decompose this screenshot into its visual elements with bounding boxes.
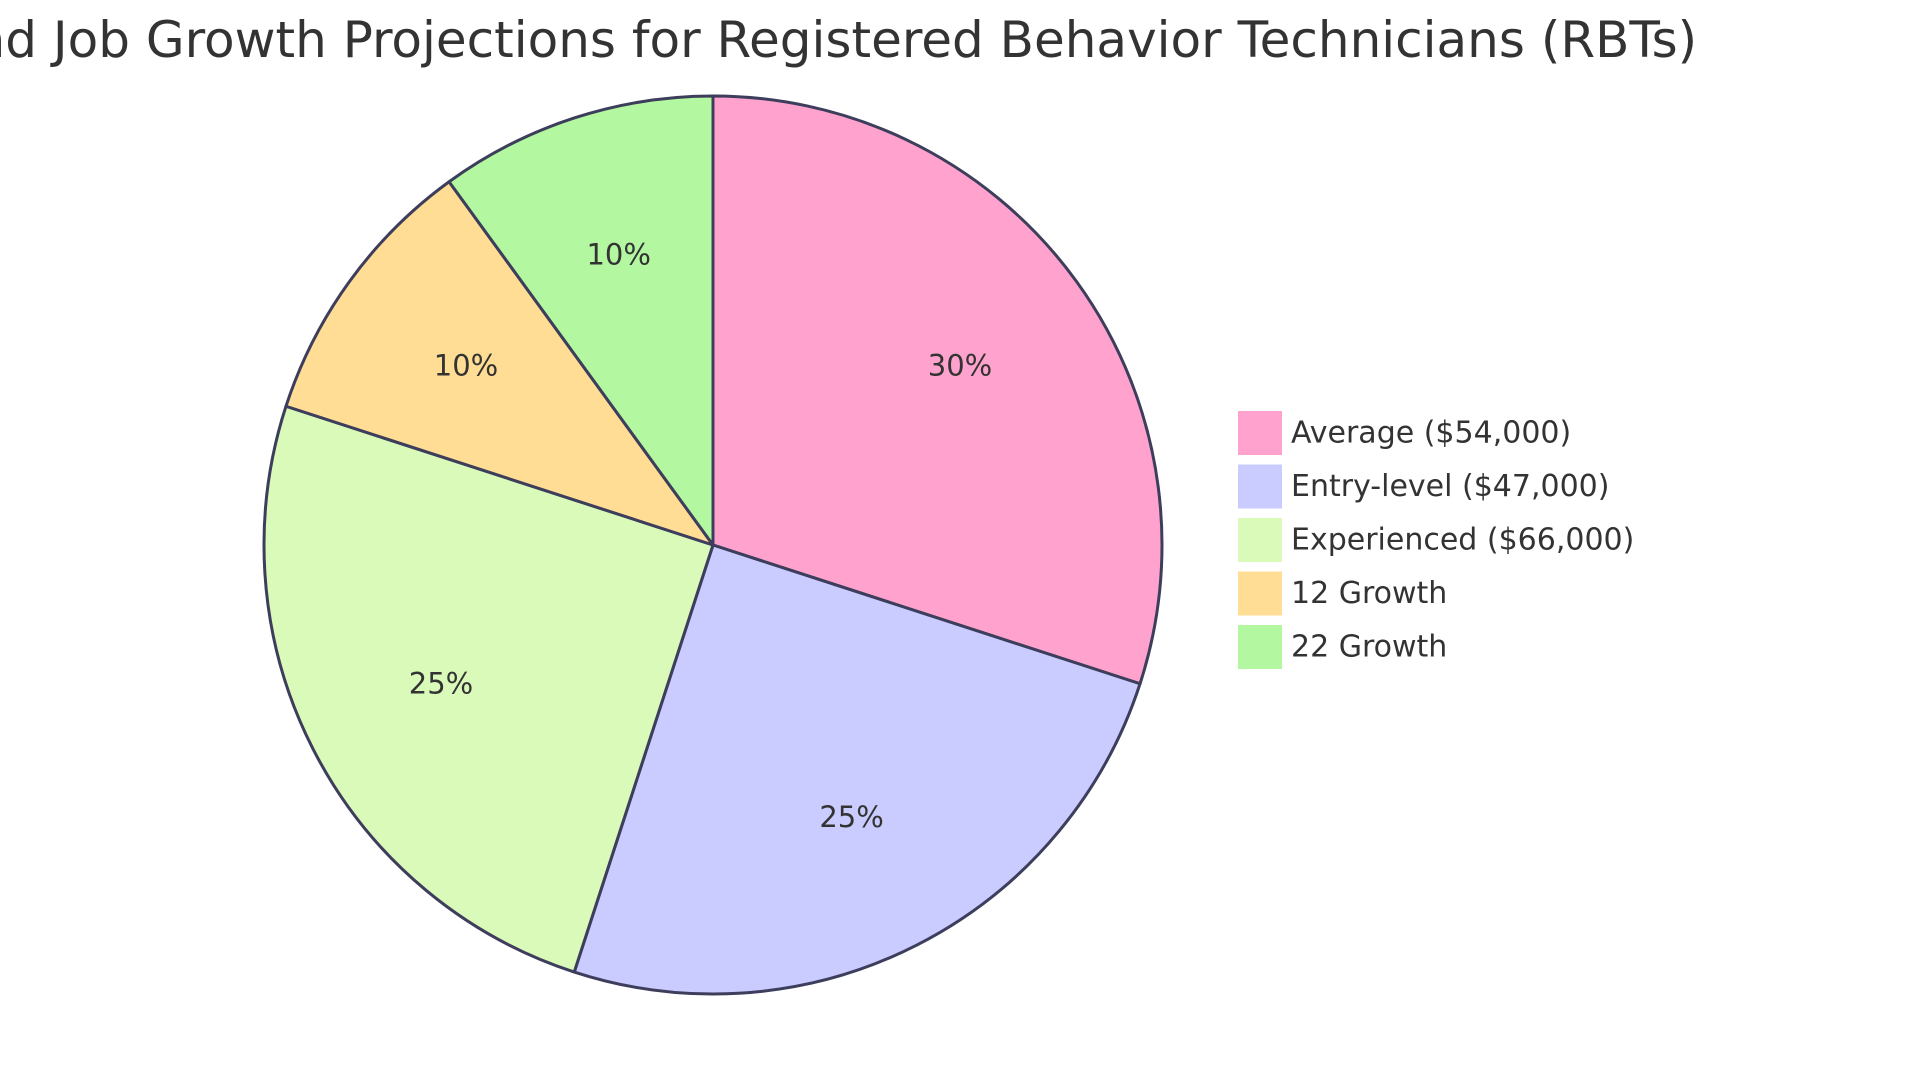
legend-item-4: 22 Growth bbox=[1236, 623, 1447, 671]
legend: Average ($54,000) Entry-level ($47,000) Ex… bbox=[1236, 409, 1634, 671]
pie-slice-1 bbox=[572, 543, 1142, 996]
legend-label-4: 22 Growth bbox=[1291, 630, 1447, 665]
legend-item-0: Average ($54,000) bbox=[1236, 409, 1571, 457]
slice-label-1: 25% bbox=[819, 800, 883, 834]
legend-swatch-2 bbox=[1236, 516, 1284, 564]
legend-item-1: Entry-level ($47,000) bbox=[1236, 462, 1609, 511]
pie-slice-labels: 30% 25% 25% 10% 10% bbox=[409, 238, 992, 834]
slice-label-4: 10% bbox=[586, 238, 650, 272]
legend-label-2: Experienced ($66,000) bbox=[1291, 523, 1634, 558]
slice-label-0: 30% bbox=[928, 349, 992, 383]
slice-label-3: 10% bbox=[434, 349, 498, 383]
legend-label-3: 12 Growth bbox=[1291, 576, 1447, 611]
legend-swatch-1 bbox=[1236, 462, 1284, 511]
legend-swatch-4 bbox=[1236, 623, 1284, 671]
pie-slice-4 bbox=[447, 94, 715, 547]
legend-swatch-0 bbox=[1236, 409, 1284, 457]
legend-item-3: 12 Growth bbox=[1236, 569, 1447, 618]
legend-swatch-3 bbox=[1236, 569, 1284, 618]
pie-slice-2 bbox=[262, 404, 715, 974]
slice-label-2: 25% bbox=[409, 667, 473, 701]
chart-title: Salaries and Job Growth Projections for … bbox=[0, 11, 1697, 69]
pie-slice-0 bbox=[711, 94, 1164, 686]
pie-slice-3 bbox=[284, 180, 715, 547]
legend-label-0: Average ($54,000) bbox=[1291, 416, 1571, 451]
legend-item-2: Experienced ($66,000) bbox=[1236, 516, 1634, 564]
legend-label-1: Entry-level ($47,000) bbox=[1291, 469, 1609, 504]
pie-slices bbox=[262, 94, 1164, 996]
